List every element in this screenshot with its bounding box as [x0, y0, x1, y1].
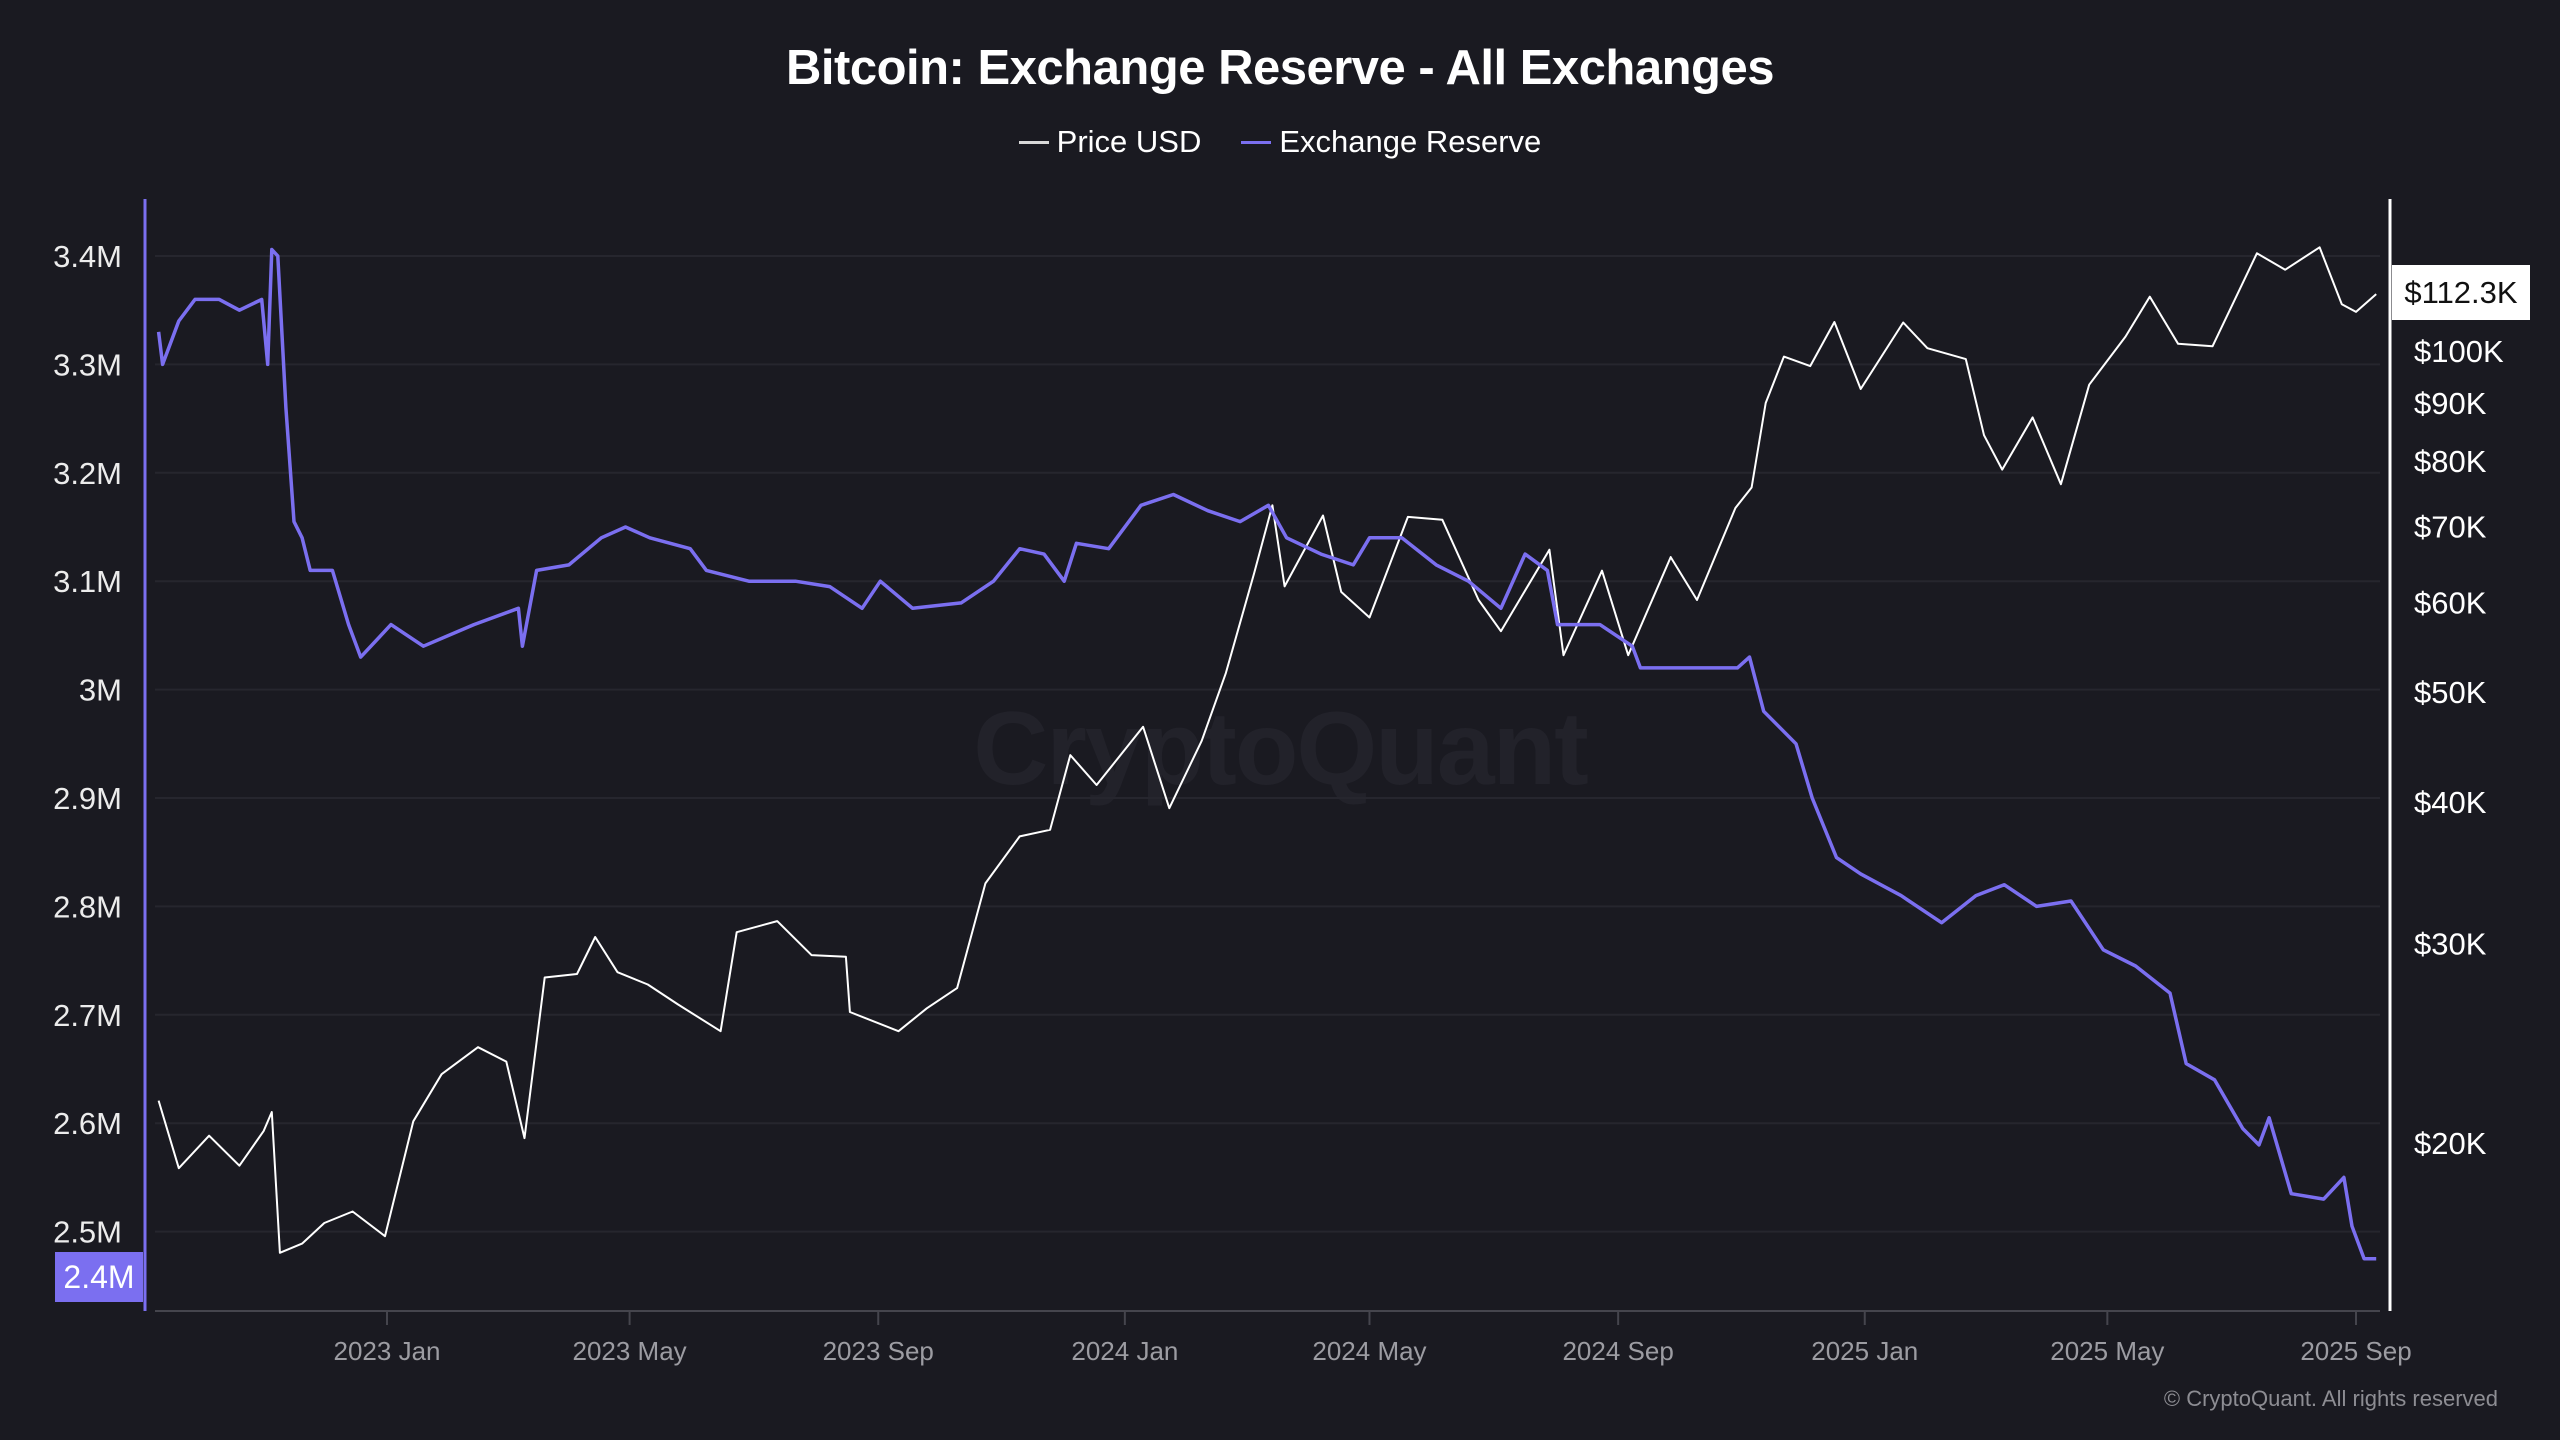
x-tick-label: 2024 May [1312, 1336, 1426, 1366]
right-tick-label: $80K [2414, 444, 2487, 479]
legend-swatch-reserve [1241, 140, 1272, 144]
watermark: CryptoQuant [973, 691, 1589, 807]
left-tick-label: 2.6M [53, 1106, 122, 1141]
current-reserve-badge: 2.4M [55, 1252, 143, 1302]
right-tick-label: $20K [2414, 1126, 2487, 1161]
x-tick-label: 2025 May [2050, 1336, 2164, 1366]
chart-title: Bitcoin: Exchange Reserve - All Exchange… [786, 41, 1774, 95]
left-tick-label: 2.9M [53, 781, 122, 816]
left-tick-label: 3.1M [53, 564, 122, 599]
left-tick-label: 2.7M [53, 998, 122, 1033]
x-tick-label: 2024 Jan [1071, 1336, 1178, 1366]
price-usd-line [157, 246, 2377, 1254]
legend-item-price[interactable]: Price USD [1018, 124, 1202, 160]
right-tick-label: $40K [2414, 785, 2487, 820]
current-price-badge: $112.3K [2392, 265, 2530, 320]
legend-label-price: Price USD [1056, 124, 1202, 159]
x-tick-label: 2023 May [572, 1336, 686, 1366]
x-tick-label: 2023 Jan [334, 1336, 441, 1366]
right-tick-label: $60K [2414, 585, 2487, 620]
x-tick-label: 2025 Jan [1811, 1336, 1918, 1366]
right-tick-label: $90K [2414, 386, 2487, 421]
left-tick-label: 2.8M [53, 889, 122, 924]
right-tick-label: $100K [2414, 334, 2504, 369]
right-tick-label: $50K [2414, 675, 2487, 710]
exchange-reserve-line [156, 247, 2377, 1261]
legend-item-reserve[interactable]: Exchange Reserve [1241, 124, 1541, 160]
left-tick-label: 3.3M [53, 347, 122, 382]
left-tick-label: 3.2M [53, 456, 122, 491]
left-tick-label: 2.5M [53, 1215, 122, 1250]
x-tick-label: 2023 Sep [823, 1336, 934, 1366]
left-tick-label: 3.4M [53, 239, 122, 274]
legend-swatch-price [1018, 140, 1049, 144]
left-tick-label: 3M [79, 673, 122, 708]
right-tick-label: $70K [2414, 510, 2487, 545]
right-tick-label: $30K [2414, 927, 2487, 962]
x-tick-label: 2024 Sep [1562, 1336, 1673, 1366]
legend: Price USD Exchange Reserve [0, 124, 2560, 160]
legend-label-reserve: Exchange Reserve [1279, 124, 1542, 159]
copyright: © CryptoQuant. All rights reserved [2163, 1386, 2498, 1411]
x-tick-label: 2025 Sep [2300, 1336, 2411, 1366]
